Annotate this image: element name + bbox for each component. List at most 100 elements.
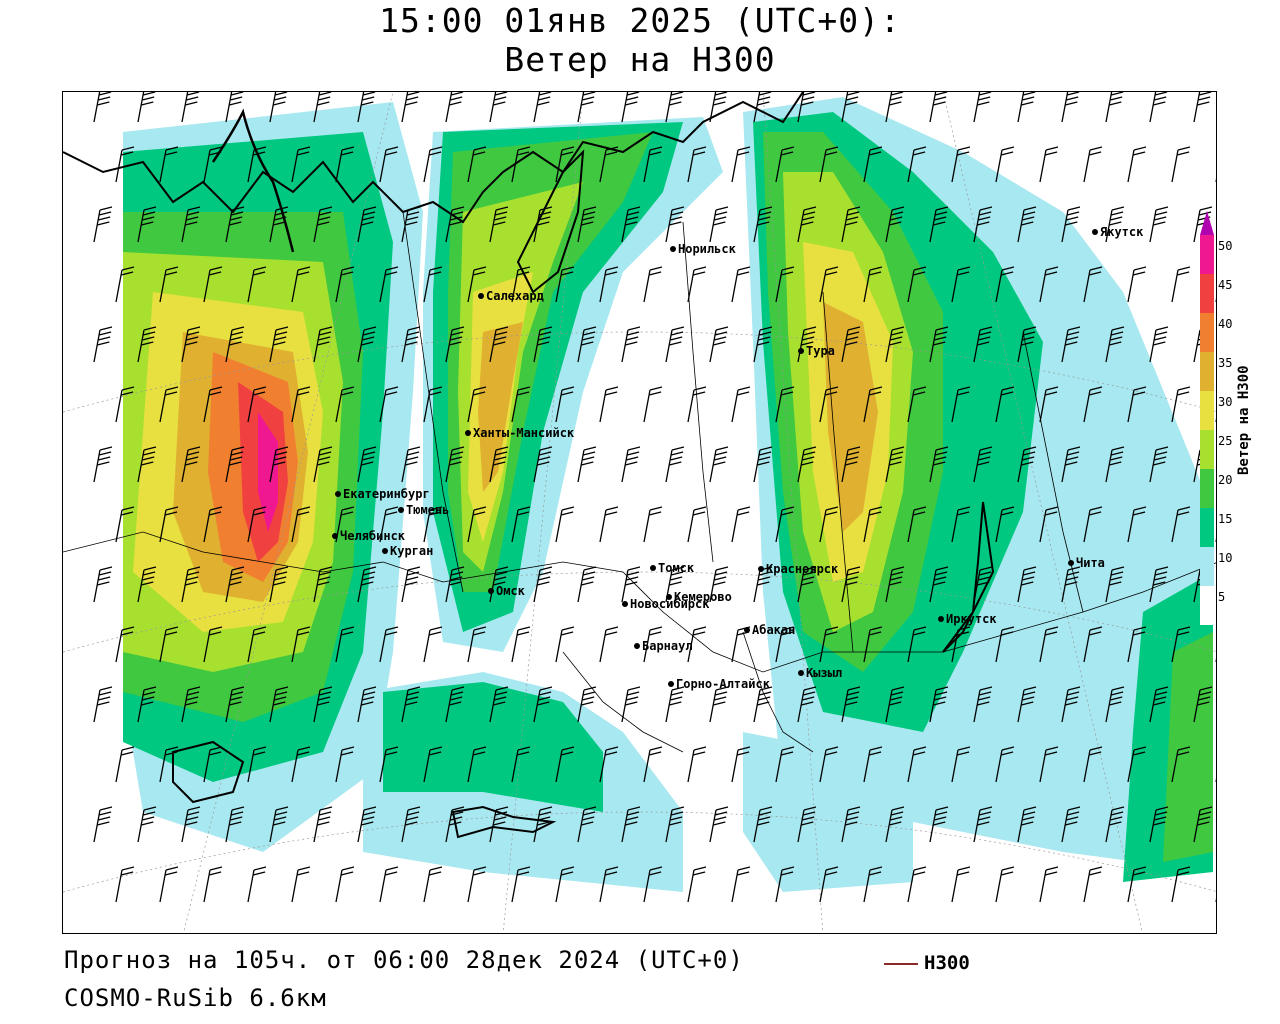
wind-barb bbox=[709, 446, 729, 483]
wind-barb bbox=[1105, 92, 1124, 123]
wind-barb bbox=[555, 506, 575, 543]
wind-barb bbox=[731, 146, 751, 183]
wind-barb bbox=[423, 746, 443, 783]
wind-barb bbox=[951, 146, 971, 183]
wind-barb bbox=[181, 326, 201, 363]
wind-barb bbox=[445, 446, 465, 483]
wind-barb bbox=[313, 446, 333, 483]
wind-barb bbox=[687, 386, 707, 423]
wind-barb bbox=[599, 866, 619, 903]
wind-barb bbox=[1215, 178, 1216, 182]
wind-barb bbox=[1127, 146, 1147, 183]
wind-barb bbox=[269, 92, 288, 123]
colorbar-segment bbox=[1200, 313, 1214, 352]
wind-barb bbox=[1171, 506, 1191, 543]
wind-barb bbox=[929, 326, 949, 363]
wind-barb bbox=[731, 506, 751, 543]
wind-barb bbox=[643, 386, 663, 423]
wind-map-canvas: Якутск Норильск Салехард Тура Ханты-Мансийск… bbox=[63, 92, 1216, 933]
wind-barb bbox=[1149, 206, 1169, 243]
wind-barb bbox=[379, 146, 399, 183]
colorbar-tick: 25 bbox=[1218, 434, 1232, 448]
wind-barb bbox=[1149, 686, 1169, 723]
wind-barb bbox=[1193, 206, 1213, 243]
wind-barb bbox=[445, 326, 465, 363]
wind-barb bbox=[885, 686, 905, 723]
wind-barb bbox=[775, 626, 795, 663]
wind-barb bbox=[247, 746, 267, 783]
colorbar-tick: 45 bbox=[1218, 278, 1232, 292]
wind-barb bbox=[1127, 386, 1147, 423]
wind-barb bbox=[247, 146, 267, 183]
wind-barb bbox=[511, 746, 531, 783]
wind-barb bbox=[995, 866, 1015, 903]
colorbar-segment bbox=[1200, 586, 1214, 625]
wind-map[interactable]: Якутск Норильск Салехард Тура Ханты-Мансийск… bbox=[62, 91, 1217, 934]
wind-barb bbox=[753, 92, 772, 123]
wind-barb bbox=[907, 746, 927, 783]
wind-barb bbox=[269, 566, 289, 603]
wind-barb bbox=[159, 266, 179, 303]
wind-barb bbox=[1083, 626, 1103, 663]
wind-barb bbox=[885, 806, 905, 843]
wind-barb bbox=[291, 626, 311, 663]
wind-barb bbox=[533, 566, 553, 603]
wind-barb bbox=[995, 746, 1015, 783]
wind-barb bbox=[1017, 566, 1037, 603]
wind-barb bbox=[753, 566, 773, 603]
wind-barb bbox=[115, 266, 135, 303]
colorbar-segment bbox=[1200, 391, 1214, 430]
city-dot bbox=[1068, 560, 1074, 566]
city-markers: Якутск Норильск Салехард Тура Ханты-Мансийск… bbox=[332, 225, 1144, 691]
wind-barb bbox=[621, 446, 641, 483]
wind-barb bbox=[1127, 746, 1147, 783]
wind-barb bbox=[929, 806, 949, 843]
wind-barb bbox=[115, 146, 135, 183]
wind-barb bbox=[467, 266, 487, 303]
wind-barb bbox=[203, 866, 223, 903]
wind-barb bbox=[599, 746, 619, 783]
wind-barb bbox=[401, 566, 421, 603]
wind-barb bbox=[841, 566, 861, 603]
wind-barb bbox=[1127, 626, 1147, 663]
wind-barb bbox=[1193, 92, 1212, 123]
wind-barb bbox=[335, 386, 355, 423]
wind-barb bbox=[225, 806, 245, 843]
wind-barb bbox=[137, 686, 157, 723]
wind-barb bbox=[511, 506, 531, 543]
wind-barb bbox=[181, 446, 201, 483]
wind-barb bbox=[401, 686, 421, 723]
city-dot bbox=[666, 594, 672, 600]
city-dot bbox=[798, 670, 804, 676]
wind-barbs bbox=[93, 92, 1216, 903]
wind-barb bbox=[533, 206, 553, 243]
wind-barb bbox=[1105, 806, 1125, 843]
wind-barb bbox=[93, 806, 113, 843]
wind-barb bbox=[951, 746, 971, 783]
wind-barb bbox=[621, 326, 641, 363]
wind-barb bbox=[819, 866, 839, 903]
wind-barb bbox=[1083, 746, 1103, 783]
wind-barb bbox=[797, 566, 817, 603]
city-dot bbox=[382, 548, 388, 554]
wind-barb bbox=[313, 806, 333, 843]
wind-barb bbox=[797, 686, 817, 723]
wind-barb bbox=[577, 686, 597, 723]
wind-barb bbox=[885, 326, 905, 363]
wind-barb bbox=[159, 866, 179, 903]
wind-barb bbox=[995, 386, 1015, 423]
wind-barb bbox=[1105, 326, 1125, 363]
wind-barb bbox=[929, 566, 949, 603]
wind-barb bbox=[731, 386, 751, 423]
wind-barb bbox=[533, 326, 553, 363]
wind-barb bbox=[335, 146, 355, 183]
wind-barb bbox=[863, 626, 883, 663]
wind-barb bbox=[1061, 206, 1081, 243]
wind-barb bbox=[775, 266, 795, 303]
wind-barb bbox=[621, 92, 640, 123]
wind-barb bbox=[1105, 206, 1125, 243]
wind-barb bbox=[907, 506, 927, 543]
wind-barb bbox=[1061, 566, 1081, 603]
wind-barb bbox=[841, 326, 861, 363]
wind-barb bbox=[907, 266, 927, 303]
